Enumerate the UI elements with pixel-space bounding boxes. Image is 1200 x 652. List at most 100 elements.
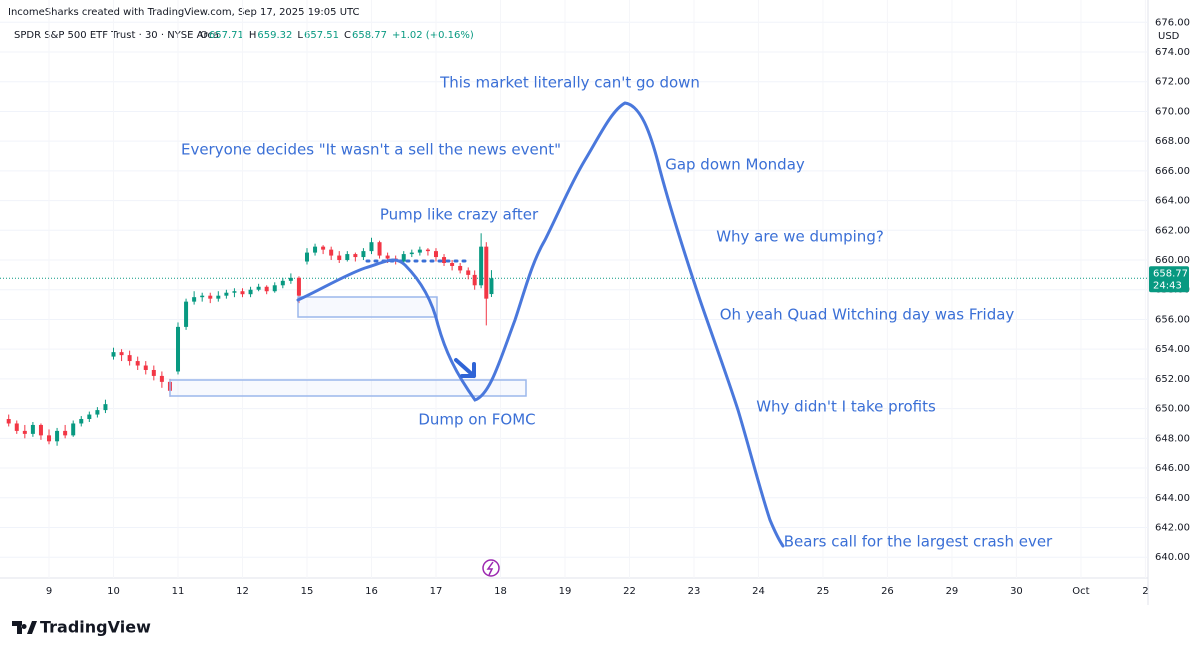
candle-body	[409, 252, 414, 255]
candle-body	[450, 262, 455, 266]
candle-body	[119, 352, 124, 356]
symbol: SPDR S&P 500 ETF Trust · 30 · NYSE Arca	[14, 30, 219, 41]
candle-body	[484, 246, 489, 299]
y-tick-label: 668.00	[1155, 136, 1190, 147]
candle-body	[248, 289, 253, 295]
x-tick-label: 16	[365, 586, 378, 597]
candle-body	[442, 257, 447, 263]
ohlc-value: 657.71	[209, 30, 244, 41]
candle-body	[472, 274, 477, 286]
ohlc-key: L	[297, 30, 303, 41]
candle-body	[361, 251, 366, 258]
ohlc-value: 657.51	[304, 30, 339, 41]
candle-body	[22, 430, 27, 434]
candle-body	[30, 424, 35, 434]
y-tick-label: 650.00	[1155, 404, 1190, 415]
x-tick-label: 23	[688, 586, 701, 597]
y-tick-label: 670.00	[1155, 106, 1190, 117]
candle-body	[208, 295, 213, 299]
candle-body	[71, 423, 76, 436]
grid	[0, 21, 1148, 558]
x-tick-label: 18	[494, 586, 507, 597]
y-tick-label: 642.00	[1155, 522, 1190, 533]
y-tick-label: 676.00	[1155, 17, 1190, 28]
candle-body	[425, 249, 430, 252]
candle-body	[6, 419, 11, 424]
ohlc-value: 658.77	[352, 30, 387, 41]
y-tick-label: 648.00	[1155, 433, 1190, 444]
x-tick-label: 9	[46, 586, 52, 597]
logo: TradingView	[12, 618, 151, 637]
zone-box	[297, 296, 438, 318]
candle-body	[216, 295, 221, 299]
candle-body	[489, 278, 494, 295]
candle-body	[14, 423, 19, 431]
annotation: Oh yeah Quad Witching day was Friday	[720, 306, 1015, 324]
candle-body	[200, 295, 205, 298]
ohlc-value: 659.32	[257, 30, 292, 41]
candle-body	[79, 419, 84, 424]
candle-body	[353, 254, 358, 258]
candle-body	[264, 286, 269, 292]
logo-text: TradingView	[40, 618, 151, 637]
candle-body	[240, 291, 245, 295]
x-tick-label: 24	[752, 586, 765, 597]
annotation: Why didn't I take profits	[756, 398, 936, 416]
y-tick-label: 664.00	[1155, 196, 1190, 207]
ohlc-key: C	[344, 30, 351, 41]
candle-body	[296, 277, 301, 296]
candle-body	[337, 255, 342, 261]
credit: IncomeSharks created with TradingView.co…	[8, 7, 360, 18]
currency: USD	[1158, 31, 1180, 42]
x-tick-label: 29	[946, 586, 959, 597]
y-tick-label: 674.00	[1155, 47, 1190, 58]
candle-body	[329, 249, 334, 256]
event-icon	[482, 559, 500, 577]
x-tick-label: Oct	[1072, 586, 1089, 597]
ohlc-key: H	[249, 30, 257, 41]
annotation: Dump on FOMC	[418, 411, 535, 429]
y-tick-label: 660.00	[1155, 255, 1190, 266]
candle-body	[401, 254, 406, 262]
y-tick-label: 644.00	[1155, 493, 1190, 504]
y-tick-label: 666.00	[1155, 166, 1190, 177]
candle-body	[377, 242, 382, 256]
last-price-label: 658.77	[1153, 268, 1188, 279]
x-tick-label: 22	[623, 586, 636, 597]
candle-body	[272, 285, 277, 292]
candle-body	[151, 369, 156, 376]
x-tick-label: 10	[107, 586, 120, 597]
annotation: Bears call for the largest crash ever	[784, 533, 1053, 551]
drawings	[169, 101, 785, 548]
ohlc-legend: O 657.71 H 659.32 L 657.51 C 658.77 +1.02 (+0.16…	[200, 30, 474, 41]
candle-body	[321, 246, 326, 250]
candle-body	[232, 291, 237, 293]
candle-body	[47, 435, 52, 442]
x-tick-label: 17	[430, 586, 443, 597]
candles	[6, 233, 494, 446]
ohlc-key: O	[200, 30, 208, 41]
candle-body	[143, 365, 148, 370]
candle-body	[369, 242, 374, 252]
candle-body	[192, 297, 197, 302]
candle-body	[103, 404, 108, 411]
candle-body	[87, 414, 92, 420]
projection-path	[296, 101, 785, 548]
candle-body	[304, 252, 309, 262]
countdown: 24:43	[1153, 280, 1182, 291]
candle-body	[466, 270, 471, 275]
candle-body	[385, 255, 390, 259]
annotation: Gap down Monday	[665, 156, 805, 174]
candle-body	[38, 424, 43, 436]
change: +1.02 (+0.16%)	[392, 30, 474, 41]
annotations: This market literally can't go down Ever…	[181, 74, 1053, 551]
candle-body	[176, 326, 181, 372]
candle-body	[479, 246, 484, 286]
candle-body	[288, 277, 293, 281]
candle-body	[224, 292, 229, 296]
zone-box	[169, 379, 527, 397]
candle-body	[111, 352, 116, 357]
candle-body	[417, 249, 422, 253]
